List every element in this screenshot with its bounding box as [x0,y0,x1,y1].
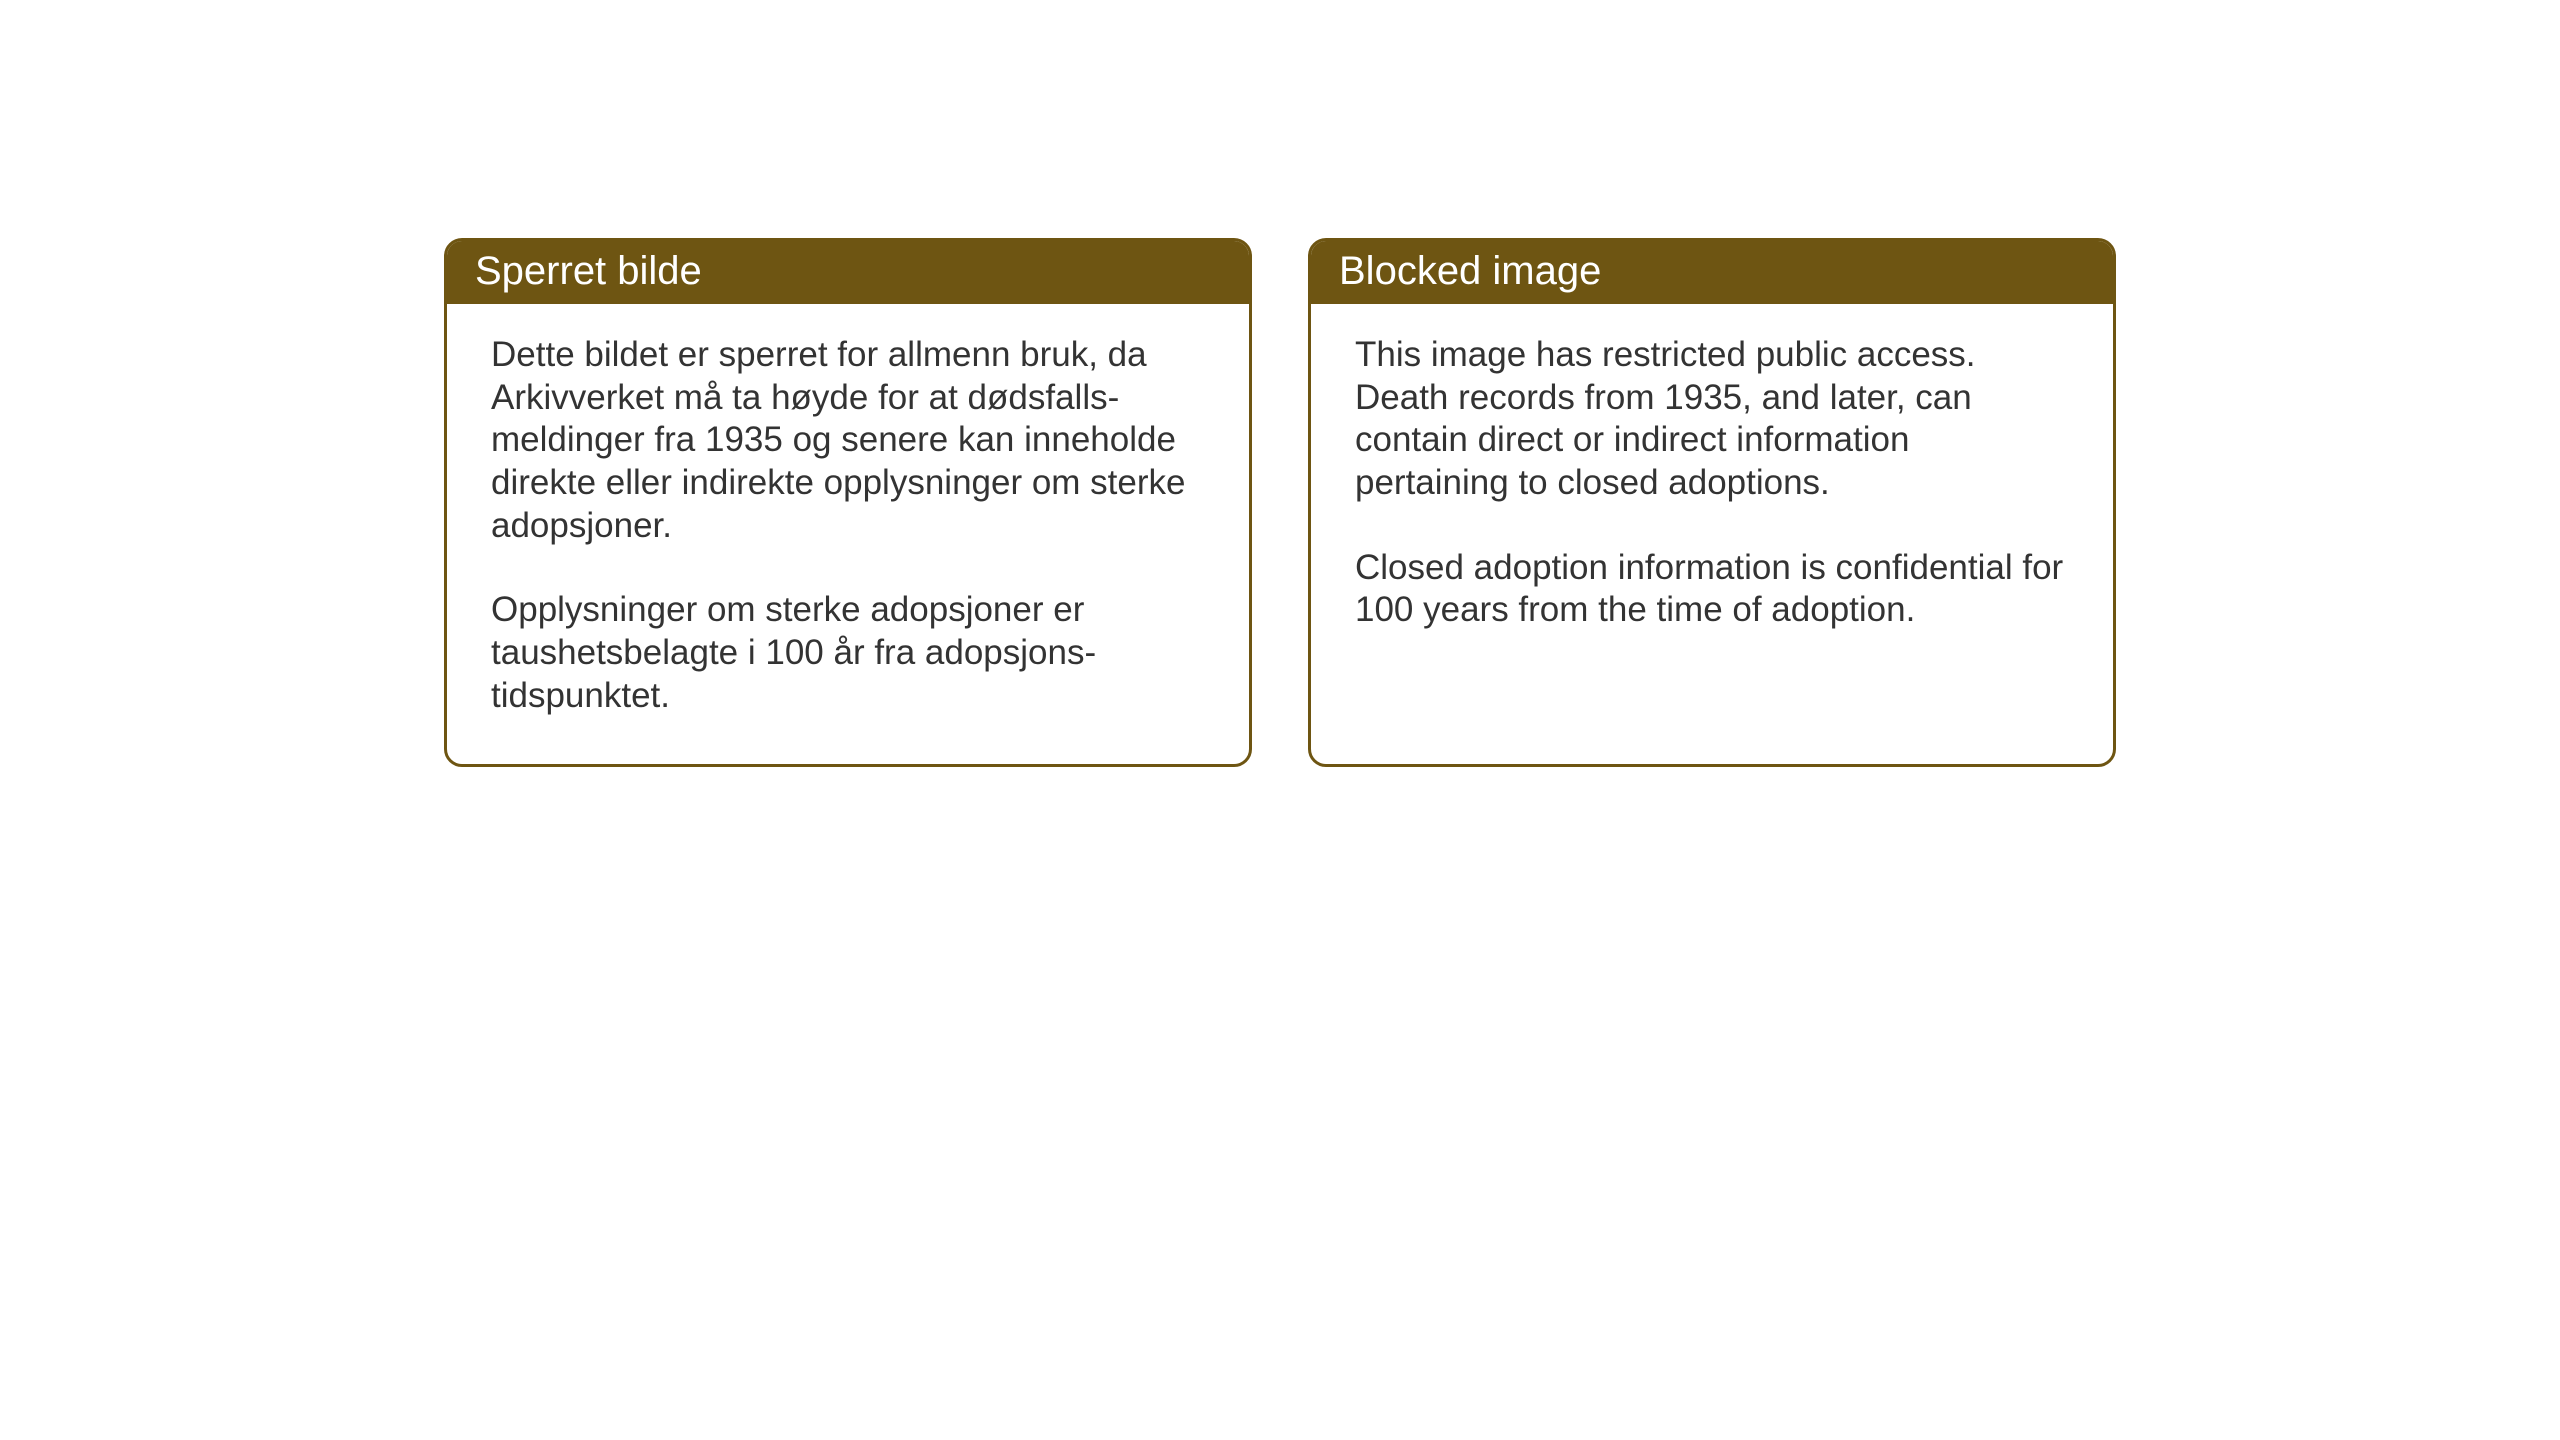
notice-header-norwegian: Sperret bilde [447,241,1249,304]
notice-header-english: Blocked image [1311,241,2113,304]
notice-body-norwegian: Dette bildet er sperret for allmenn bruk… [447,304,1249,764]
notice-paragraph: This image has restricted public access.… [1355,334,2069,505]
notice-container: Sperret bilde Dette bildet er sperret fo… [0,0,2560,767]
notice-card-english: Blocked image This image has restricted … [1308,238,2116,767]
notice-paragraph: Closed adoption information is confident… [1355,547,2069,632]
notice-card-norwegian: Sperret bilde Dette bildet er sperret fo… [444,238,1252,767]
notice-body-english: This image has restricted public access.… [1311,304,2113,678]
notice-paragraph: Opplysninger om sterke adopsjoner er tau… [491,589,1205,717]
notice-paragraph: Dette bildet er sperret for allmenn bruk… [491,334,1205,547]
